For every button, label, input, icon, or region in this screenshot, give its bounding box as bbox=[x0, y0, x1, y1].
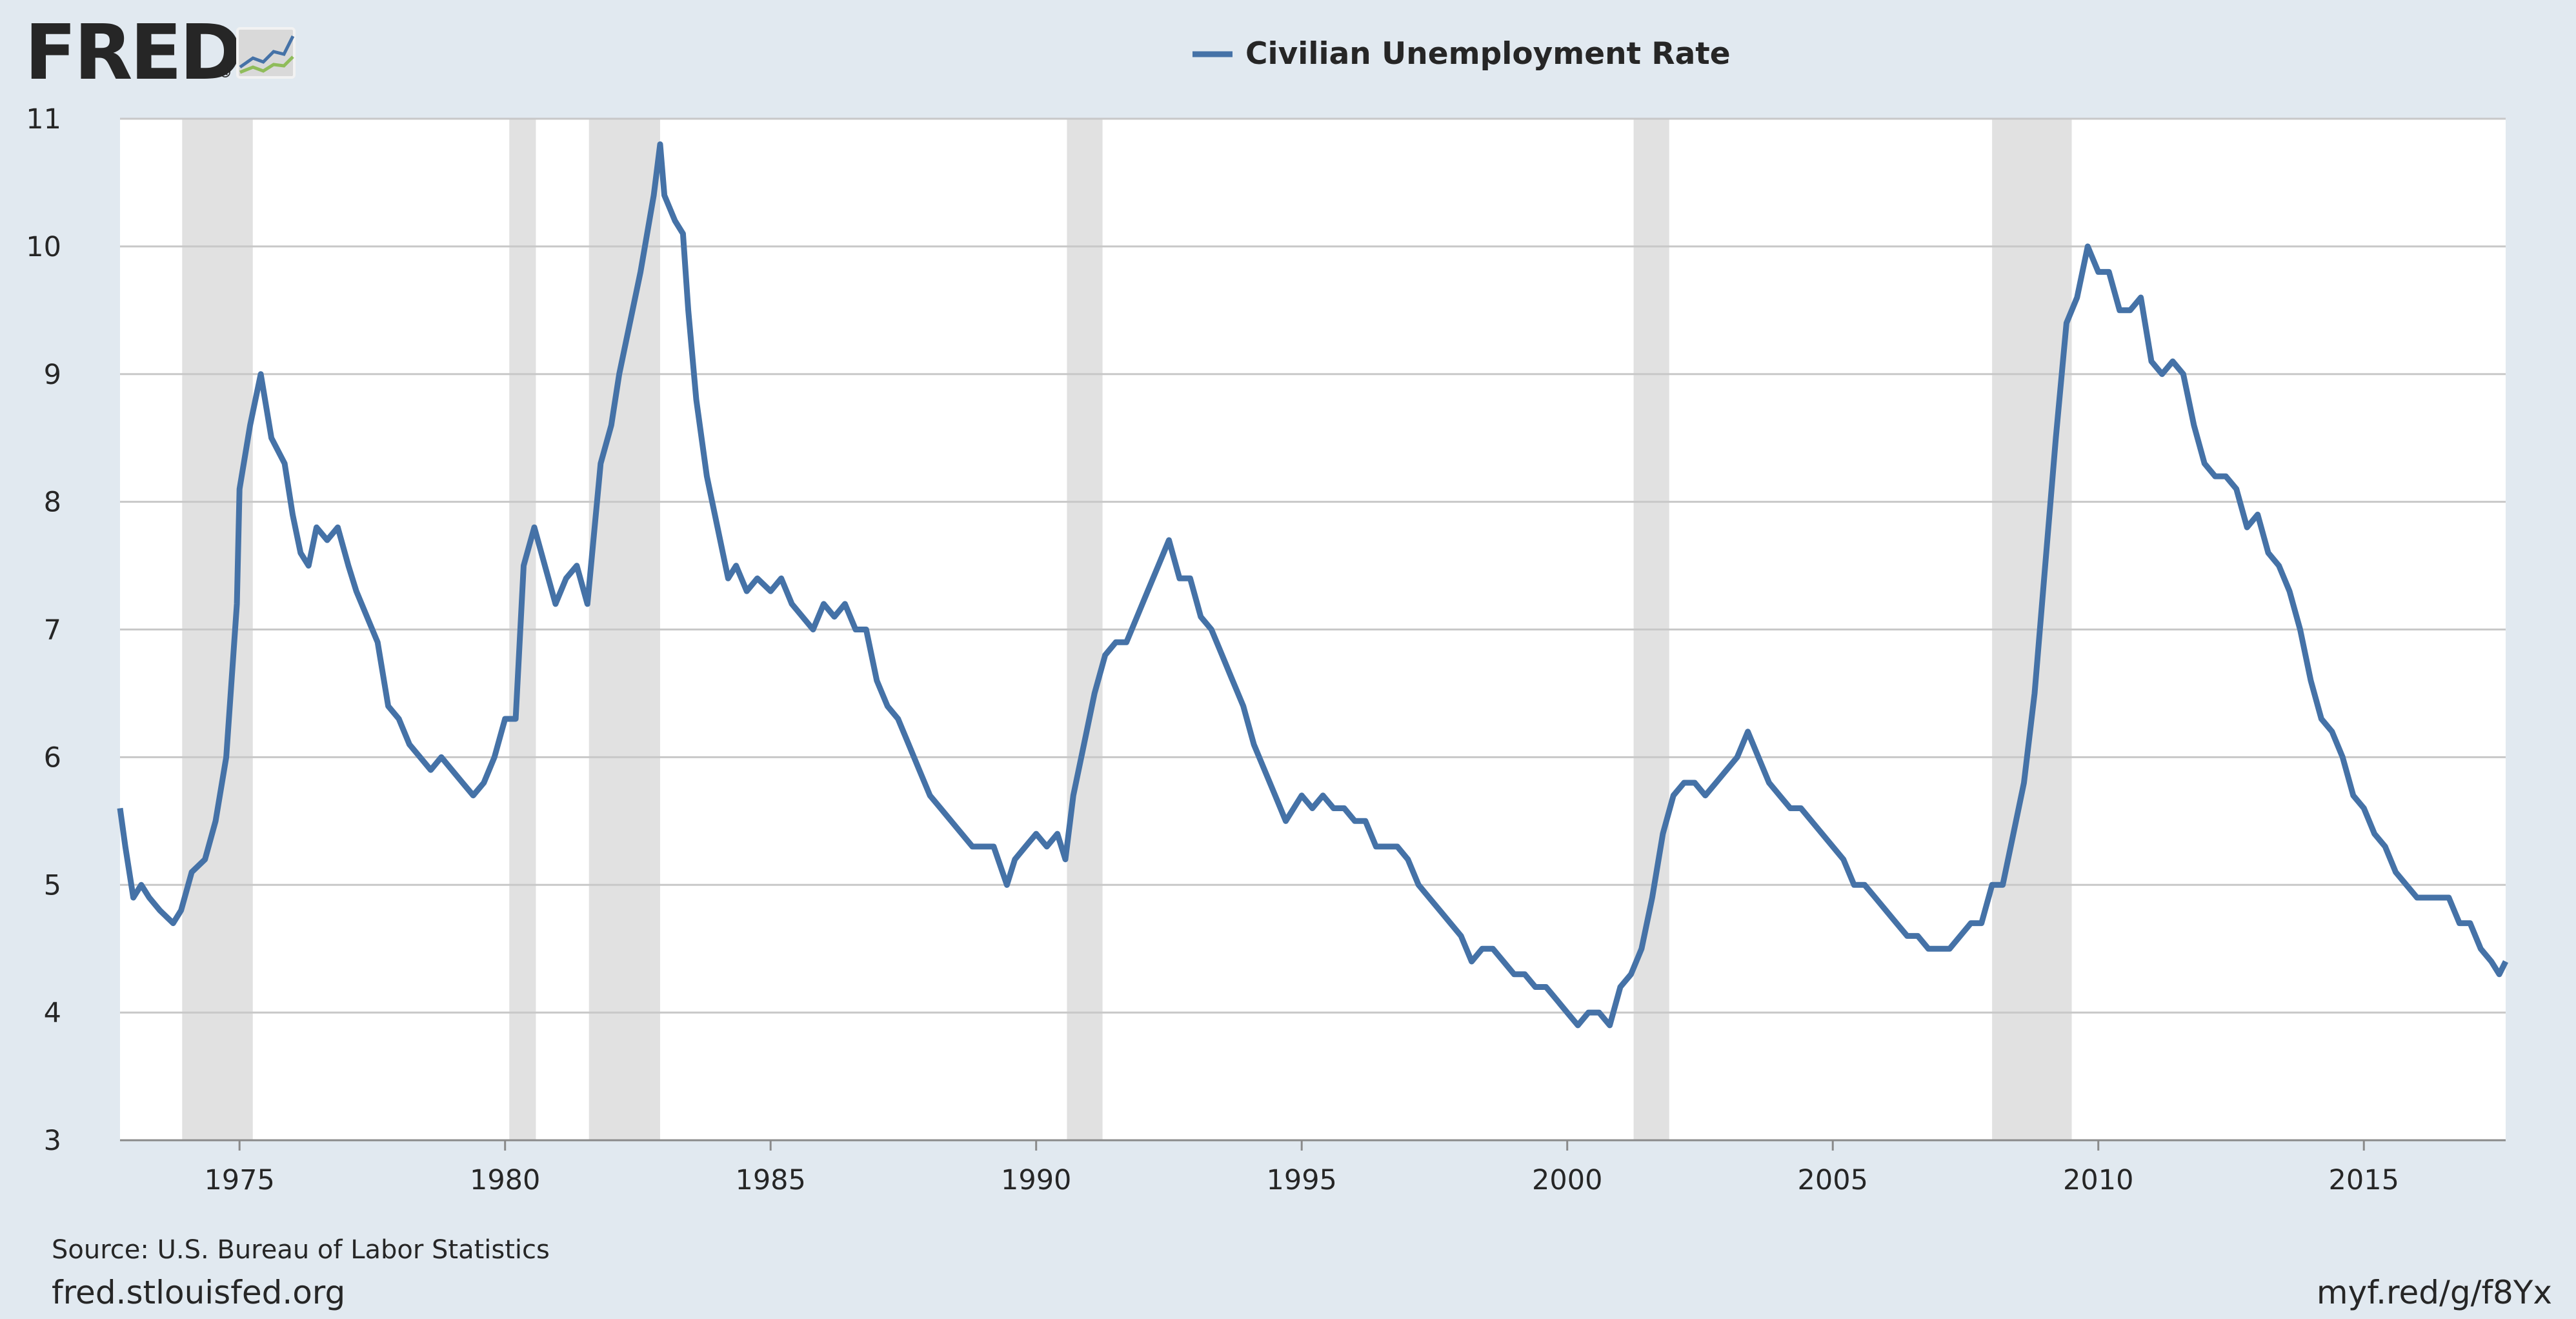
x-tick-label: 2000 bbox=[1532, 1164, 1602, 1196]
x-tick-label: 1985 bbox=[735, 1164, 805, 1196]
short-link[interactable]: myf.red/g/f8Yx bbox=[2317, 1274, 2552, 1311]
y-axis-ticks: 3 4 5 6 7 8 9 10 11 bbox=[26, 103, 61, 1157]
x-tick-label: 1980 bbox=[470, 1164, 540, 1196]
fred-logo-text: FRED bbox=[25, 8, 240, 97]
series-line-civilian-unemployment-rate bbox=[117, 141, 2509, 1029]
fred-logo-mark: ® bbox=[218, 65, 232, 81]
x-axis-ticks: 1975 1980 1985 1990 1995 2000 2005 2010 2015 bbox=[204, 1140, 2399, 1196]
site-link[interactable]: fred.stlouisfed.org bbox=[52, 1274, 345, 1311]
y-tick-label: 11 bbox=[26, 103, 61, 136]
y-tick-label: 5 bbox=[44, 869, 61, 901]
chart-legend: Civilian Unemployment Rate bbox=[1192, 36, 1731, 72]
x-tick-label: 2005 bbox=[1798, 1164, 1868, 1196]
gridlines bbox=[120, 117, 2506, 1014]
legend-label: Civilian Unemployment Rate bbox=[1245, 36, 1731, 72]
y-tick-label: 3 bbox=[44, 1125, 61, 1157]
x-tick-label: 1995 bbox=[1266, 1164, 1336, 1196]
line-chart-icon bbox=[236, 27, 296, 79]
x-tick-label: 2010 bbox=[2063, 1164, 2133, 1196]
y-tick-label: 9 bbox=[44, 359, 61, 391]
source-note: Source: U.S. Bureau of Labor Statistics bbox=[52, 1235, 550, 1265]
x-tick-label: 2015 bbox=[2329, 1164, 2399, 1196]
y-tick-label: 7 bbox=[44, 614, 61, 647]
y-tick-label: 6 bbox=[44, 741, 61, 774]
y-tick-label: 4 bbox=[44, 997, 61, 1029]
y-tick-label: 10 bbox=[26, 231, 61, 263]
y-tick-label: 8 bbox=[44, 487, 61, 519]
fred-logo[interactable]: FRED ® bbox=[25, 8, 296, 97]
x-tick-label: 1975 bbox=[204, 1164, 274, 1196]
x-tick-label: 1990 bbox=[1001, 1164, 1071, 1196]
